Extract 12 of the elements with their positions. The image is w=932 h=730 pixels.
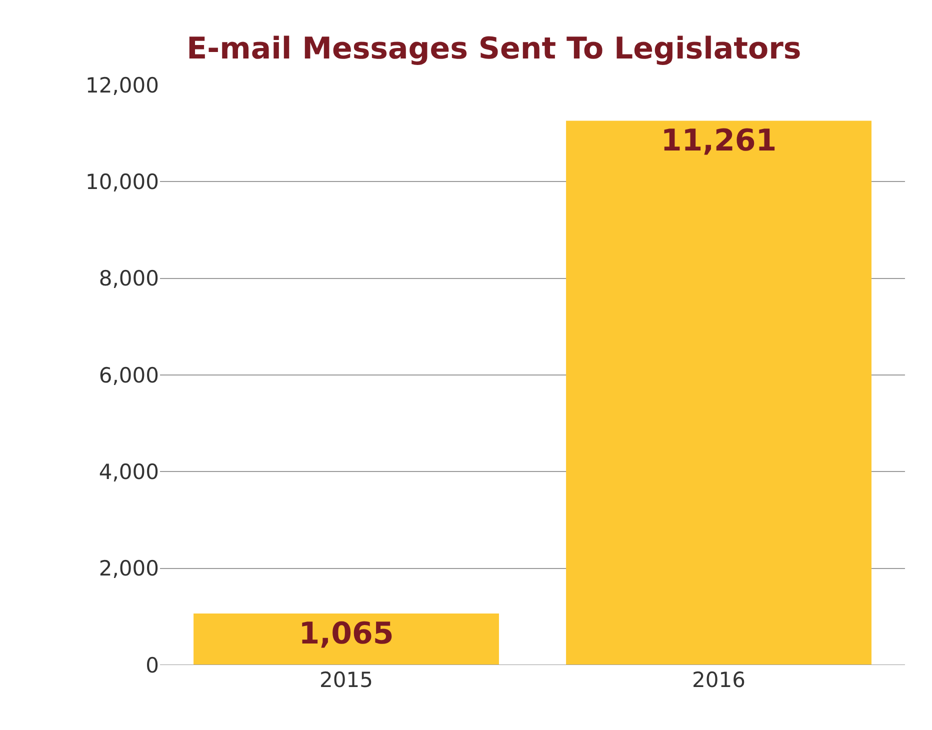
data-label: 11,261 (660, 124, 777, 159)
chart-title: E-mail Messages Sent To Legislators (186, 32, 802, 66)
y-tick-label: 8,000 (98, 266, 159, 291)
x-tick-label: 2015 (320, 668, 373, 692)
y-tick-label: 4,000 (98, 460, 159, 484)
y-tick-label: 10,000 (86, 170, 159, 194)
y-tick-label: 6,000 (98, 363, 159, 388)
x-tick-label: 2016 (692, 668, 746, 692)
y-tick-label: 12,000 (86, 73, 159, 98)
y-tick-label: 0 (146, 653, 159, 678)
y-tick-label: 2,000 (98, 556, 159, 581)
data-label: 1,065 (298, 616, 394, 652)
